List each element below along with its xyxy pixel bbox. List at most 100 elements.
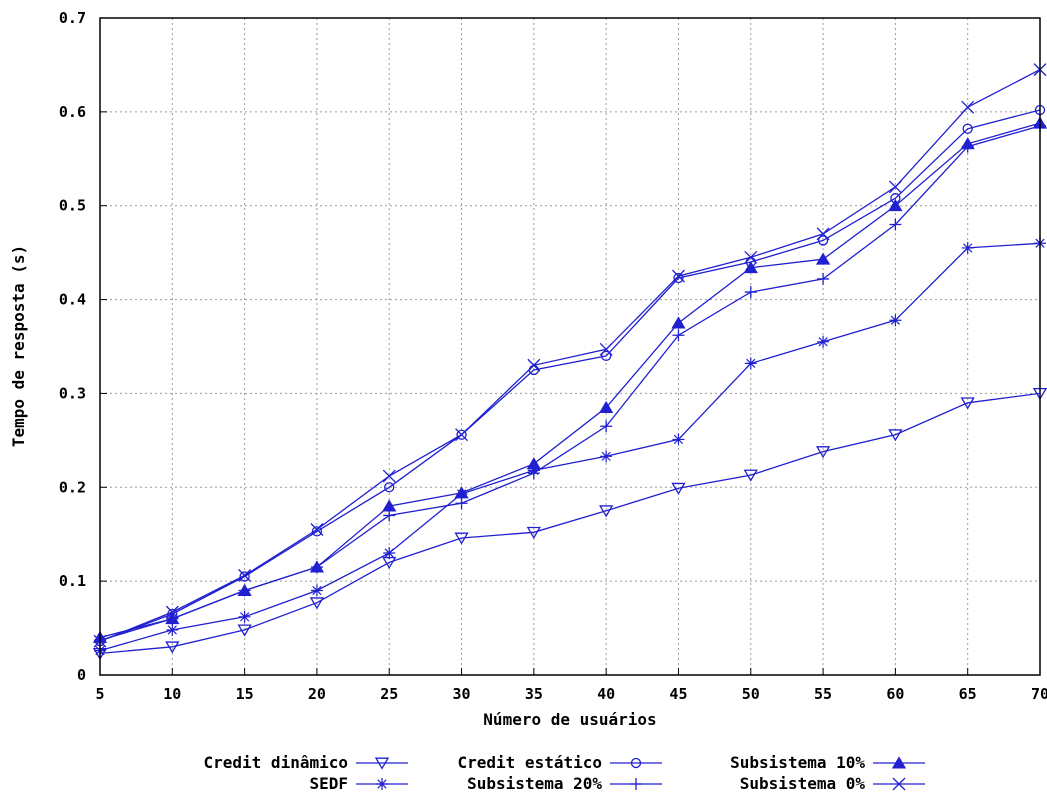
data-point [527,358,541,372]
data-point [454,532,469,545]
data-point [817,235,829,246]
data-point [817,272,830,285]
legend-item: Subsistema 0% [740,774,925,793]
legend-item: SEDF [309,774,408,793]
data-point [672,269,685,283]
legend-marker [374,757,390,770]
legend-item: Subsistema 10% [730,753,925,772]
legend-label: Subsistema 10% [730,753,865,772]
data-point [888,199,903,212]
series-3 [92,116,1047,643]
data-point [744,286,757,299]
legend-item: Credit dinâmico [204,753,408,772]
series-5 [94,119,1046,647]
grid [100,18,1040,675]
data-point [527,467,540,480]
x-tick-label: 35 [525,685,543,703]
x-axis-label: Número de usuários [483,710,656,729]
y-tick-label: 0.4 [59,291,86,309]
series-2 [94,104,1046,647]
data-point [599,400,614,413]
y-tick-label: 0.7 [59,9,86,27]
legend-label: Subsistema 0% [740,774,866,793]
y-axis-label: Tempo de resposta (s) [9,245,28,447]
data-point [961,241,974,254]
x-tick-label: 20 [308,685,326,703]
data-point [600,450,613,463]
y-tick-label: 0.5 [59,197,86,215]
data-point [744,357,757,370]
data-point [599,505,614,518]
series-line [99,69,1041,642]
legend-marker [630,757,642,769]
data-point [599,342,613,356]
legend-marker [376,778,388,790]
x-tick-label: 65 [959,685,977,703]
x-tick-label: 70 [1031,685,1047,703]
series-6 [93,63,1047,648]
x-tick-label: 5 [95,685,104,703]
x-tick-label: 60 [886,685,904,703]
data-point [237,624,252,637]
legend-marker [891,756,907,769]
data-point [238,610,251,623]
data-point [960,397,975,410]
data-point [816,227,830,241]
data-point [673,272,684,284]
data-point [382,469,396,483]
data-point [165,641,180,654]
data-point [961,100,975,114]
x-tick-label: 10 [163,685,181,703]
data-point [961,140,974,153]
legend-marker [892,777,906,791]
data-point [383,509,396,522]
data-point [671,482,686,495]
series-lines [92,63,1047,661]
data-point [455,428,468,442]
y-tick-label: 0.3 [59,384,86,402]
data-point [815,252,831,265]
data-point [310,584,323,597]
data-point [384,482,395,493]
data-point [671,316,686,329]
data-point [526,526,541,540]
data-point [165,605,179,619]
x-tick-label: 15 [236,685,254,703]
series-line [99,242,1041,652]
data-point [456,429,467,440]
legend-label: Subsistema 20% [467,774,602,793]
data-point [888,180,902,194]
plot-frame [99,17,1041,676]
data-point [817,335,830,348]
data-point [455,487,468,500]
data-point [888,429,903,442]
x-tick-label: 55 [814,685,832,703]
x-tick-label: 40 [597,685,615,703]
data-point [600,420,613,433]
legend-item: Subsistema 20% [467,774,662,793]
data-point [672,433,685,446]
y-tick-label: 0 [77,666,86,684]
data-point [815,446,831,459]
data-point [383,546,396,559]
data-point [238,584,251,597]
tick-labels: 5 10 15 20 25 30 35 40 45 50 55 60 65 70 0 0.1 0.2 0.3 0.4… [59,9,1047,703]
data-point [889,218,902,231]
data-point [672,329,685,342]
data-point [166,612,179,625]
legend-marker [630,778,642,790]
data-point [455,497,468,510]
x-tick-label: 50 [742,685,760,703]
data-point [962,123,973,134]
series-line [99,125,1041,641]
data-point [239,571,250,582]
x-tick-label: 25 [380,685,398,703]
x-tick-label: 30 [453,685,471,703]
y-tick-label: 0.6 [59,103,86,121]
data-point [310,561,323,574]
data-point [309,597,325,610]
data-point [743,469,758,482]
data-point [601,350,612,362]
y-tick-label: 0.1 [59,572,86,590]
